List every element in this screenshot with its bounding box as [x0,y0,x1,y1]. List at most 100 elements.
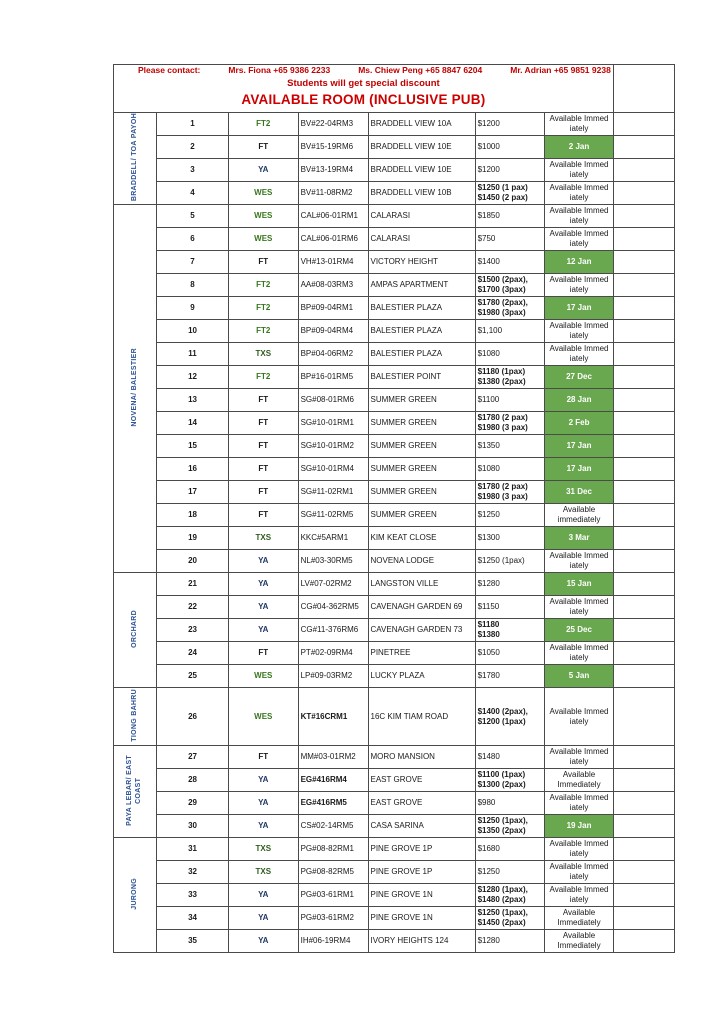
room-type: FT [227,641,299,666]
room-price: $1280 (1pax), $1480 (2pax) [474,883,546,908]
region-cell: NOVENA/ BALESTIER [112,204,158,574]
room-price: $1250 (1pax), $1350 (2pax) [474,814,546,839]
spacer-cell [612,250,675,275]
region-cell: BRADDELL/ TOA PAYOH [112,111,158,206]
row-number: 8 [156,273,229,298]
property-name: CASA SARINA [367,814,476,839]
availability: Available Immed iately [544,319,614,344]
room-price: $1050 [474,641,546,666]
table-row: 12 FT2 BP#16-01RM5 BALESTIER POINT $1180 (1p… [114,365,675,390]
room-price: $980 [474,791,546,816]
availability: Available Immed iately [544,883,614,908]
contact-phone-chiew-peng: Ms. Chiew Peng +65 8847 6204 [358,65,483,76]
spacer-cell [612,745,675,770]
row-number: 12 [156,365,229,390]
table-row: 17 FT SG#11-02RM1 SUMMER GREEN $1780 (2 pax)… [114,480,675,505]
property-name: BALESTIER PLAZA [367,319,476,344]
spacer-cell [612,906,675,931]
room-price: $750 [474,227,546,252]
row-number: 11 [156,342,229,367]
availability: Available Immed iately [544,181,614,206]
room-price: $1150 [474,595,546,620]
property-name: VICTORY HEIGHT [367,250,476,275]
availability: Available Immed iately [544,227,614,252]
row-number: 4 [156,181,229,206]
room-code: SG#10-01RM2 [297,434,369,459]
row-number: 5 [156,204,229,229]
region-cell: JURONG [112,837,158,954]
room-type: FT [227,250,299,275]
spacer-cell [612,526,675,551]
property-name: PINE GROVE 1N [367,906,476,931]
spacer-cell [612,618,675,643]
contact-label: Please contact: [138,65,201,76]
table-row: 11 TXS BP#04-06RM2 BALESTIER PLAZA $1080 Avai… [114,342,675,367]
availability: Available Immed iately [544,342,614,367]
room-price: $1780 (2 pax) $1980 (3 pax) [474,480,546,505]
room-price: $1680 [474,837,546,862]
room-type: YA [227,906,299,931]
spacer-cell [612,388,675,413]
table-row: 30 YA CS#02-14RM5 CASA SARINA $1250 (1pax), … [114,814,675,839]
property-name: MORO MANSION [367,745,476,770]
room-code: VH#13-01RM4 [297,250,369,275]
availability: Available Immed iately [544,595,614,620]
room-price: $1280 [474,572,546,597]
availability-date: 3 Mar [544,526,614,551]
room-code: SG#10-01RM4 [297,457,369,482]
room-type: WES [227,181,299,206]
availability: Available Immediately [544,768,614,793]
contact-phone-fiona: Mrs. Fiona +65 9386 2233 [228,65,331,76]
table-row: 4 WES BV#11-08RM2 BRADDELL VIEW 10B $1250 (1… [114,181,675,206]
property-name: BRADDELL VIEW 10A [367,111,476,137]
room-code: MM#03-01RM2 [297,745,369,770]
table-row: 24 FT PT#02-09RM4 PINETREE $1050 Available Im… [114,641,675,666]
row-number: 10 [156,319,229,344]
room-code: LP#09-03RM2 [297,664,369,689]
row-number: 32 [156,860,229,885]
room-type: YA [227,549,299,574]
spacer-cell [612,64,675,113]
room-type: YA [227,595,299,620]
spacer-cell [612,111,675,137]
room-code: BP#04-06RM2 [297,342,369,367]
property-name: 16C KIM TIAM ROAD [367,687,476,747]
availability-date: 2 Feb [544,411,614,436]
room-type: TXS [227,342,299,367]
table-row: 34 YA PG#03-61RM2 PINE GROVE 1N $1250 (1pax)… [114,906,675,931]
availability-date: 25 Dec [544,618,614,643]
availability: Available Immed iately [544,158,614,183]
availability: Available Immed iately [544,549,614,574]
room-code: CG#04-362RM5 [297,595,369,620]
room-code: BV#11-08RM2 [297,181,369,206]
room-type: WES [227,664,299,689]
spacer-cell [612,768,675,793]
table-row: 19 TXS KKC#5ARM1 KIM KEAT CLOSE $1300 3 Mar [114,526,675,551]
property-name: LUCKY PLAZA [367,664,476,689]
region-label: JURONG [130,877,138,910]
row-number: 9 [156,296,229,321]
table-row: 10 FT2 BP#09-04RM4 BALESTIER PLAZA $1,100 Ava… [114,319,675,344]
row-number: 22 [156,595,229,620]
table-row: 13 FT SG#08-01RM6 SUMMER GREEN $1100 28 Jan [114,388,675,413]
row-number: 31 [156,837,229,862]
row-number: 29 [156,791,229,816]
table-row: PAYA LEBAR/ EAST COAST 27 FT MM#03-01RM2 MOR… [112,745,675,839]
room-price: $1480 [474,745,546,770]
availability: Available Immed iately [544,837,614,862]
row-number: 13 [156,388,229,413]
table-row: NOVENA/ BALESTIER 5 WES CAL#06-01RM1 CALARAS… [112,204,675,574]
table-row: 16 FT SG#10-01RM4 SUMMER GREEN $1080 17 Jan [114,457,675,482]
room-price: $1780 (2pax), $1980 (3pax) [474,296,546,321]
property-name: SUMMER GREEN [367,388,476,413]
page-title: AVAILABLE ROOM (INCLUSIVE PUB) [241,91,486,107]
room-code: PG#08-82RM1 [297,837,369,862]
room-code: CAL#06-01RM6 [297,227,369,252]
table-row: ORCHARD 21 YA LV#07-02RM2 LANGSTON VILLE $128… [112,572,675,689]
table-row: JURONG 31 TXS PG#08-82RM1 PINE GROVE 1P $1680… [112,837,675,954]
table-row: 6 WES CAL#06-01RM6 CALARASI $750 Available Im… [114,227,675,252]
region-cell: ORCHARD [112,572,158,689]
spacer-cell [612,204,675,229]
room-type: FT2 [227,111,299,137]
row-number: 21 [156,572,229,597]
